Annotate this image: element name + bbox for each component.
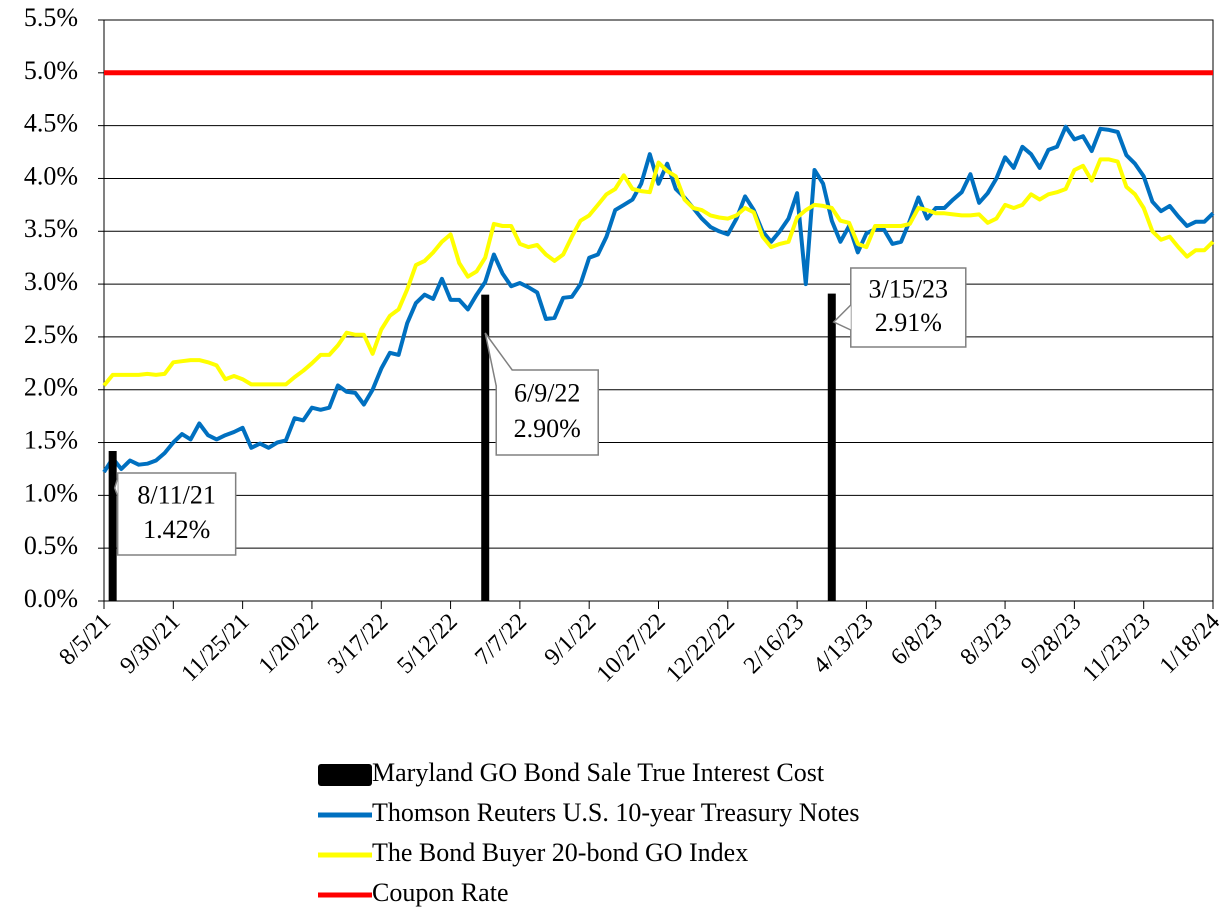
y-tick-label: 4.5% (24, 109, 78, 138)
callout-value: 1.42% (143, 515, 210, 544)
line (102, 124, 1215, 474)
y-tick-label: 1.0% (24, 478, 78, 507)
x-tick-label: 2/16/23 (739, 609, 809, 679)
x-tick-label: 12/22/22 (661, 609, 740, 688)
x-tick-label: 7/7/22 (470, 609, 532, 671)
x-tick-label: 8/5/21 (54, 609, 116, 671)
legend-label: The Bond Buyer 20-bond GO Index (372, 838, 748, 867)
x-tick-label: 9/28/23 (1016, 609, 1086, 679)
y-tick-label: 0.0% (24, 584, 78, 613)
callout-date: 6/9/22 (514, 378, 580, 407)
x-tick-label: 1/18/24 (1155, 609, 1223, 679)
x-tick-label: 4/13/23 (808, 609, 878, 679)
y-tick-label: 3.5% (24, 214, 78, 243)
callout: 3/15/23 2.91% (832, 267, 967, 348)
callout-box (850, 267, 967, 348)
y-tick-label: 3.0% (24, 267, 78, 296)
callout-date: 8/11/21 (137, 481, 215, 510)
legend-label: Coupon Rate (372, 878, 509, 907)
y-tick-label: 2.0% (24, 373, 78, 402)
callout-date: 3/15/23 (869, 275, 948, 304)
x-tick-label: 10/27/22 (592, 609, 671, 688)
callout: 8/11/21 1.42% (113, 472, 237, 556)
x-tick-label: 9/30/21 (115, 609, 185, 679)
callout-value: 2.90% (514, 414, 581, 443)
callout-pointer (484, 332, 513, 387)
x-tick-label: 11/25/21 (177, 609, 255, 687)
x-tick-label: 11/23/23 (1078, 609, 1156, 687)
callout-pointer (832, 304, 852, 331)
bar (108, 450, 117, 601)
callout: 6/9/22 2.90% (484, 332, 599, 456)
plot-border (103, 19, 1214, 602)
callout-value: 2.91% (875, 308, 942, 337)
callout-box (116, 472, 237, 556)
line (102, 157, 1215, 387)
callout-pointer (113, 477, 119, 497)
legend-label: Maryland GO Bond Sale True Interest Cost (372, 758, 825, 787)
callout-box (495, 369, 599, 456)
bar (827, 293, 836, 601)
bar (481, 294, 490, 601)
x-tick-label: 8/3/23 (955, 609, 1017, 671)
x-tick-label: 9/1/22 (540, 609, 602, 671)
legend-swatch (318, 764, 372, 786)
y-tick-label: 2.5% (24, 320, 78, 349)
y-tick-label: 5.0% (24, 56, 78, 85)
y-tick-label: 5.5% (24, 3, 78, 32)
y-tick-label: 0.5% (24, 531, 78, 560)
x-tick-label: 1/20/22 (254, 609, 324, 679)
x-tick-label: 5/12/22 (392, 609, 462, 679)
y-tick-label: 4.0% (24, 161, 78, 190)
x-tick-label: 6/8/23 (886, 609, 948, 671)
y-tick-label: 1.5% (24, 426, 78, 455)
x-tick-label: 3/17/22 (323, 609, 393, 679)
legend-label: Thomson Reuters U.S. 10-year Treasury No… (372, 798, 859, 827)
